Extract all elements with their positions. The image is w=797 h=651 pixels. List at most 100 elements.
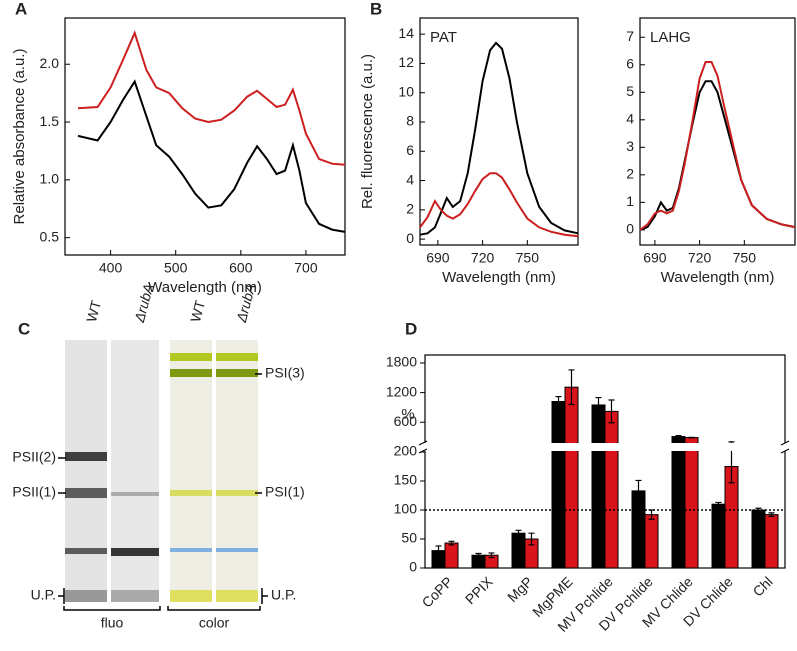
panel-label: C [18,319,30,338]
y-tick-label: 0.5 [40,228,60,244]
y-tick-label: 5 [626,83,634,99]
error-bar [568,369,575,406]
series-line [419,41,579,236]
y-tick-label: 1200 [386,383,417,399]
panel-annotation: LAHG [650,29,691,46]
error-bar [488,552,495,559]
group-label: fluo [101,615,124,631]
y-tick-label: 14 [398,25,414,41]
y-tick-label: 3 [626,138,634,154]
x-tick-label: 400 [99,260,123,276]
x-tick-label: 690 [643,250,667,266]
series-line [639,80,796,231]
y-tick-label: 600 [394,413,418,429]
series-line [77,79,346,233]
y-tick-label: 150 [394,472,418,488]
y-tick-label: 2 [626,166,634,182]
bar [604,410,619,569]
axis-break-mark [418,440,790,454]
band-label: PSII(1) [12,484,56,500]
gel-panel: C WT ΔrubA WT ΔrubA PSII(2) PSII(1) U.P.… [12,282,304,631]
y-tick-label: 2.0 [40,55,60,71]
series-line [639,61,796,231]
y-tick-label: 4 [626,111,634,127]
gel-lane [216,340,258,602]
bar [684,437,699,569]
error-bar [595,396,602,413]
gel-lane [170,340,212,602]
y-tick-label: 0 [626,221,634,237]
x-axis-label: Wavelength (nm) [661,269,775,286]
band-label: U.P. [31,587,56,603]
plot-frame [64,17,346,256]
error-bar [528,532,535,546]
y-tick-label: 2 [406,201,414,217]
gel-bands [65,452,159,602]
y-tick-label: 6 [406,142,414,158]
x-tick-label: 700 [294,260,318,276]
x-tick-label: PPIX [462,573,496,607]
error-bar [608,399,615,424]
group-label: color [199,615,230,631]
x-tick-label: 750 [516,250,540,266]
error-bar [435,545,442,556]
x-tick-label: MgP [504,573,536,605]
y-tick-label: 1800 [386,354,417,370]
band-label: PSI(3) [265,365,305,381]
error-bar [768,512,775,517]
lane-label: WT [187,298,208,324]
band-label: PSII(2) [12,449,56,465]
bar [671,436,686,569]
plot-frame [419,17,579,246]
bar [551,401,566,569]
y-tick-label: 50 [401,530,417,546]
y-tick-label: 1.0 [40,171,60,187]
x-tick-label: 720 [471,250,495,266]
error-bar [515,529,522,537]
panel-label: B [370,0,382,18]
y-tick-label: 7 [626,28,634,44]
gel-brackets [58,373,268,611]
error-bar [675,434,682,439]
bar [751,509,766,569]
x-tick-label: 690 [426,250,450,266]
error-bar [555,395,562,408]
x-axis-label: Wavelength (nm) [442,269,556,286]
panel-label: A [15,0,27,18]
gel-lane [111,340,159,602]
x-tick-label: 500 [164,260,188,276]
panel-annotation: PAT [430,29,457,46]
x-tick-label: CoPP [419,573,456,610]
x-tick-label: 750 [733,250,757,266]
y-tick-label: 8 [406,113,414,129]
series-line [419,172,579,238]
bar [631,490,646,569]
plot-frame [639,17,796,246]
y-tick-label: 12 [398,54,414,70]
x-tick-label: 600 [229,260,253,276]
bar [511,532,526,569]
y-axis-label: Relative absorbance (a.u.) [11,49,28,225]
y-axis-label: Rel. fluorescence (a.u.) [359,54,376,209]
panel-label: D [405,319,417,338]
y-tick-label: 100 [394,501,418,517]
bar [764,514,779,569]
gel-lane [65,340,107,602]
y-tick-label: 4 [406,171,414,187]
error-bar [448,540,455,546]
x-axis-label: Wavelength (nm) [148,279,262,296]
lane-label: WT [83,298,104,324]
y-tick-label: 10 [398,83,414,99]
y-tick-label: 1 [626,193,634,209]
axis-break [417,443,793,451]
bar [644,514,659,569]
x-tick-label: Chl [750,573,776,599]
bar [564,386,579,569]
y-tick-label: 1.5 [40,113,60,129]
series-line [77,30,346,166]
band-label: U.P. [271,587,296,603]
y-tick-label: 0 [406,230,414,246]
error-bar [635,479,642,502]
error-bar [715,501,722,507]
